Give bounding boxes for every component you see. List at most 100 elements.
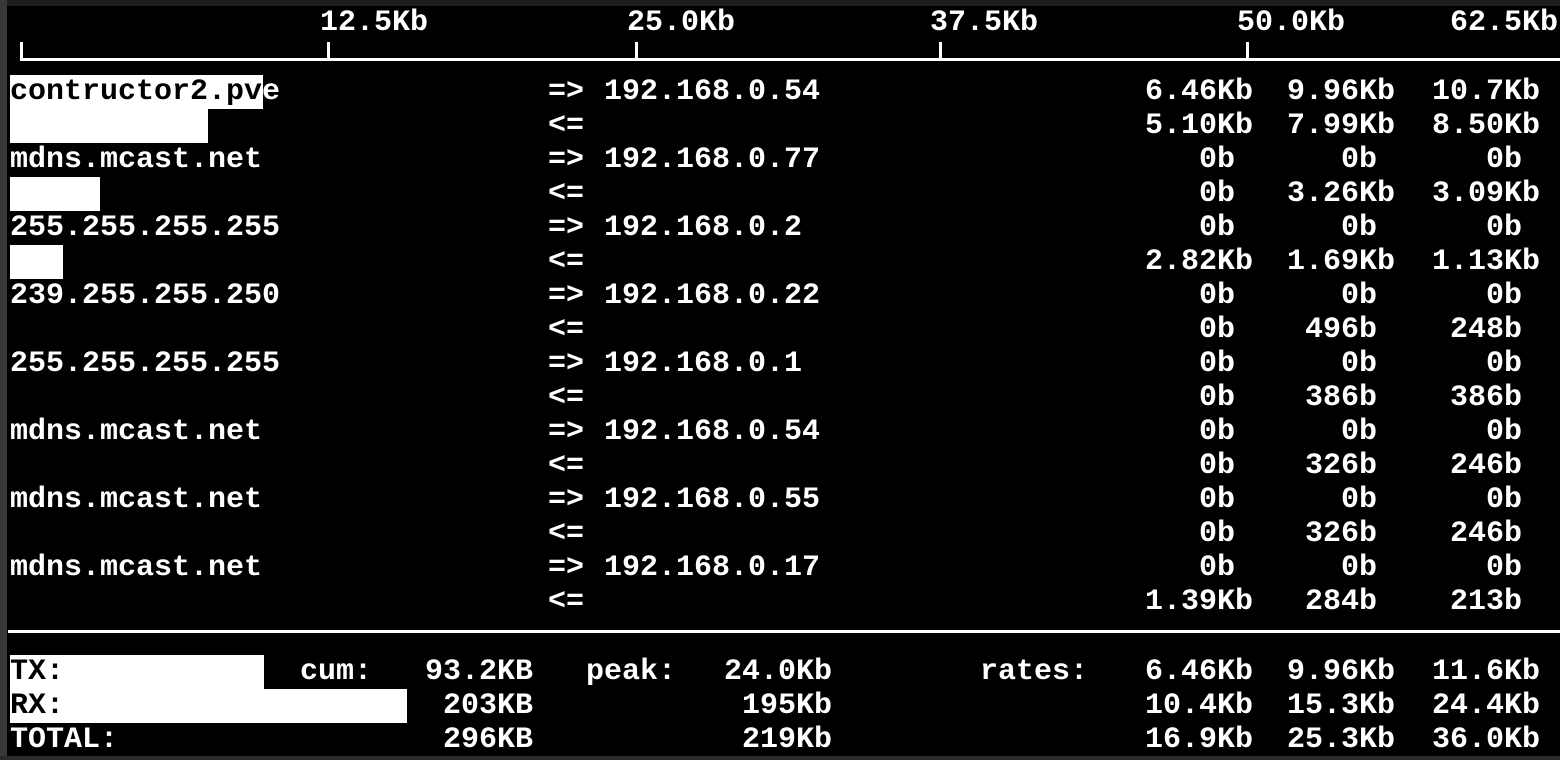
direction-arrow-in: <=	[548, 245, 585, 279]
rate-in-2s: 1.39Kb	[1122, 585, 1253, 619]
rate-in-2s-num: 5.10	[1144, 109, 1217, 143]
rate-in-10s-unit: b	[1359, 449, 1378, 483]
host-cell: 255.255.255.255	[10, 347, 280, 381]
rate-in-40s-num: 246	[1449, 449, 1504, 483]
scale-tick	[1246, 42, 1249, 61]
peer-ip: 192.168.0.55	[604, 483, 821, 517]
host-cell: mdns.mcast.net	[10, 483, 262, 517]
rate-out-2s-num: 6.46	[1144, 75, 1217, 109]
summary-rate-40s-num: 24.4	[1431, 689, 1504, 723]
scale-label-25.0Kb: 25.0Kb	[627, 6, 736, 40]
peer-ip: 192.168.0.54	[604, 75, 821, 109]
rate-out-40s-unit: b	[1504, 483, 1523, 517]
rate-out-10s-unit: b	[1359, 211, 1378, 245]
rate-out-40s: 0b	[1409, 211, 1522, 245]
scale-label-37.5Kb: 37.5Kb	[930, 6, 1039, 40]
rate-in-2s-num: 1.39	[1144, 585, 1217, 619]
rate-out-2s-unit: b	[1217, 347, 1236, 381]
rate-in-40s: 213b	[1409, 585, 1522, 619]
rate-in-40s-num: 386	[1449, 381, 1504, 415]
peer-ip: 192.168.0.54	[604, 415, 821, 449]
rate-in-10s: 496b	[1264, 313, 1377, 347]
rate-in-40s: 1.13Kb	[1409, 245, 1540, 279]
rate-in-2s: 5.10Kb	[1122, 109, 1253, 143]
rate-in-10s-num: 3.26	[1286, 177, 1359, 211]
host-name: mdns.mcast.net	[10, 483, 263, 517]
summary-rate-40s-unit: Kb	[1504, 689, 1541, 723]
rate-out-10s: 0b	[1264, 143, 1377, 177]
direction-arrow-out: =>	[548, 211, 585, 245]
rate-out-2s-unit: b	[1217, 551, 1236, 585]
rate-in-10s-num: 326	[1304, 517, 1359, 551]
separator-line	[8, 630, 1560, 633]
rate-out-2s-num: 0	[1198, 347, 1217, 381]
rate-out-40s: 10.7Kb	[1409, 75, 1540, 109]
rate-out-10s-unit: b	[1359, 279, 1378, 313]
summary-cum: 203KB	[402, 689, 533, 723]
host-name: 255.255.255.255	[10, 347, 281, 381]
rate-out-2s-unit: b	[1217, 211, 1236, 245]
scale-tick	[20, 42, 23, 61]
rate-in-2s-unit: Kb	[1217, 585, 1254, 619]
rate-out-10s-num: 0	[1340, 483, 1359, 517]
summary-rate-40s-unit: Kb	[1504, 655, 1541, 689]
traffic-bar-in	[10, 109, 208, 143]
rate-out-40s: 0b	[1409, 143, 1522, 177]
rate-out-2s-unit: b	[1217, 483, 1236, 517]
scale-tick	[327, 42, 330, 61]
summary-rate-40s: 11.6Kb	[1409, 655, 1540, 689]
rate-in-2s-num: 0	[1198, 517, 1217, 551]
host-cell: mdns.mcast.net	[10, 415, 262, 449]
rate-out-2s-num: 0	[1198, 143, 1217, 177]
scale-label-50.0Kb: 50.0Kb	[1237, 6, 1346, 40]
summary-cum-unit: KB	[497, 723, 534, 757]
rate-in-10s: 326b	[1264, 517, 1377, 551]
rate-in-2s-num: 0	[1198, 313, 1217, 347]
summary-traffic-bar	[10, 655, 264, 689]
rate-out-10s: 0b	[1264, 415, 1377, 449]
peer-ip: 192.168.0.2	[604, 211, 803, 245]
traffic-bar-in	[10, 245, 63, 279]
rate-in-2s-unit: Kb	[1217, 109, 1254, 143]
rate-out-2s-unit: Kb	[1217, 75, 1254, 109]
peer-ip: 192.168.0.1	[604, 347, 803, 381]
summary-rate-10s-num: 25.3	[1286, 723, 1359, 757]
rate-out-2s-num: 0	[1198, 211, 1217, 245]
direction-arrow-out: =>	[548, 415, 585, 449]
summary-rate-40s-unit: Kb	[1504, 723, 1541, 757]
rate-in-10s-num: 7.99	[1286, 109, 1359, 143]
scale-ruler-line	[20, 58, 1560, 61]
direction-arrow-out: =>	[548, 551, 585, 585]
terminal-edge-bottom	[0, 756, 1560, 760]
rate-out-10s-num: 0	[1340, 143, 1359, 177]
rate-in-10s: 1.69Kb	[1264, 245, 1395, 279]
summary-rate-10s: 9.96Kb	[1264, 655, 1395, 689]
rate-out-40s-num: 0	[1485, 279, 1504, 313]
rate-out-10s-unit: b	[1359, 483, 1378, 517]
rate-out-10s: 0b	[1264, 483, 1377, 517]
summary-cum-num: 93.2	[424, 655, 497, 689]
summary-rate-10s-num: 9.96	[1286, 655, 1359, 689]
rate-in-40s: 246b	[1409, 517, 1522, 551]
rate-out-40s-num: 0	[1485, 347, 1504, 381]
traffic-bar-in	[10, 177, 100, 211]
rate-out-40s-unit: b	[1504, 415, 1523, 449]
rate-in-40s-num: 3.09	[1431, 177, 1504, 211]
traffic-bar-out	[10, 75, 263, 109]
rate-in-2s-num: 2.82	[1144, 245, 1217, 279]
direction-arrow-in: <=	[548, 177, 585, 211]
summary-cum: 296KB	[402, 723, 533, 757]
rate-in-10s-unit: b	[1359, 517, 1378, 551]
rate-in-40s-num: 1.13	[1431, 245, 1504, 279]
direction-arrow-in: <=	[548, 517, 585, 551]
rate-in-40s-unit: Kb	[1504, 177, 1541, 211]
rate-in-10s-unit: Kb	[1359, 245, 1396, 279]
rate-out-10s-unit: b	[1359, 415, 1378, 449]
summary-rate-2s: 6.46Kb	[1122, 655, 1253, 689]
summary-rate-10s: 15.3Kb	[1264, 689, 1395, 723]
summary-rate-10s-unit: Kb	[1359, 689, 1396, 723]
rate-in-10s-unit: b	[1359, 381, 1378, 415]
rate-out-40s-num: 0	[1485, 211, 1504, 245]
summary-rate-2s-num: 6.46	[1144, 655, 1217, 689]
